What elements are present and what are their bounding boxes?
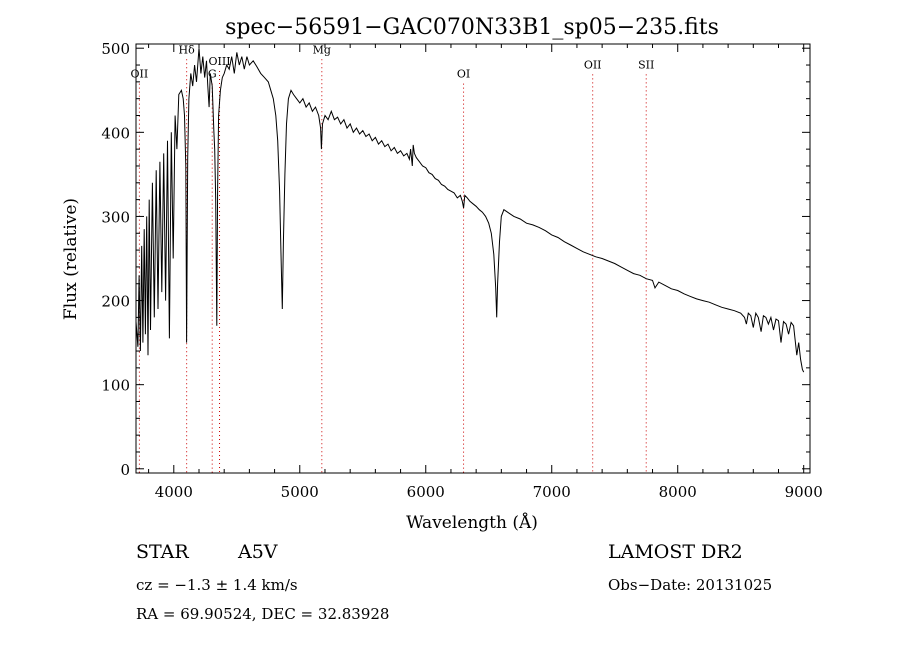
x-axis-label: Wavelength (Å)	[406, 512, 538, 533]
x-tick-label: 8000	[659, 483, 697, 501]
line-marker-label: OI	[457, 68, 470, 81]
y-tick-label: 300	[101, 208, 130, 226]
subclass: A5V	[237, 541, 278, 563]
line-marker-label: OII	[131, 68, 149, 81]
object-type: STAR	[136, 541, 189, 563]
line-marker-label: OII	[584, 58, 602, 71]
x-axis-ticks: 4000 5000 6000 7000 8000 9000	[148, 44, 823, 501]
y-tick-label: 200	[101, 293, 130, 311]
y-axis-ticks: 0 100 200 300 400 500	[101, 40, 810, 479]
survey-name: LAMOST DR2	[608, 541, 743, 563]
obs-date: Obs−Date: 20131025	[608, 576, 772, 594]
x-tick-label: 5000	[281, 483, 319, 501]
y-axis-label: Flux (relative)	[61, 198, 81, 320]
line-marker-label: SII	[638, 58, 654, 71]
y-tick-label: 400	[101, 124, 130, 142]
spectrum-line	[135, 48, 805, 373]
line-marker-label: OIII	[208, 55, 230, 68]
x-tick-label: 4000	[155, 483, 193, 501]
redshift-text: cz = −1.3 ± 1.4 km/s	[136, 576, 298, 594]
y-tick-label: 100	[101, 377, 130, 395]
y-tick-label: 500	[101, 40, 130, 58]
chart-title: spec−56591−GAC070N33B1_sp05−235.fits	[225, 15, 719, 40]
line-marker-label: G	[208, 68, 217, 81]
x-tick-label: 7000	[533, 483, 571, 501]
coordinates-text: RA = 69.90524, DEC = 32.83928	[136, 605, 389, 623]
x-tick-label: 6000	[407, 483, 445, 501]
line-marker-label: Mg	[313, 43, 331, 56]
x-tick-label: 9000	[785, 483, 823, 501]
plot-frame	[135, 43, 811, 474]
y-tick-label: 0	[120, 461, 130, 479]
line-marker-label: Hδ	[179, 43, 196, 56]
